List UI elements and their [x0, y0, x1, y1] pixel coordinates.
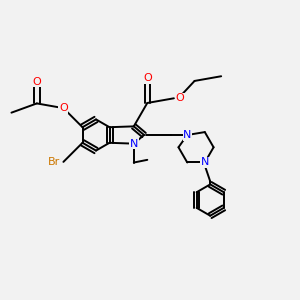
Text: N: N [130, 139, 138, 148]
Text: O: O [143, 74, 152, 83]
Text: N: N [183, 130, 191, 140]
Text: Br: Br [48, 157, 60, 167]
Text: O: O [176, 93, 184, 103]
Text: O: O [32, 77, 41, 87]
Text: N: N [201, 158, 209, 167]
Text: O: O [59, 103, 68, 113]
